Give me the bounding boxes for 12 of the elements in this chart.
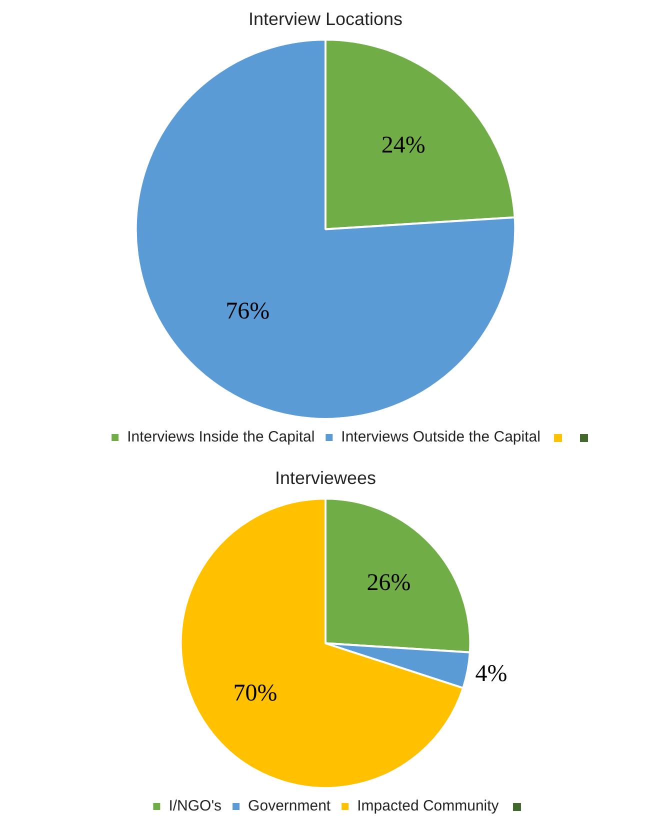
chart-title: Interviewees <box>274 468 376 488</box>
data-label: 76% <box>226 298 270 325</box>
chart-title: Interview Locations <box>248 8 403 29</box>
data-label: 70% <box>233 680 278 707</box>
legend-label: Government <box>248 798 332 815</box>
legend-label: Interviews Inside the Capital <box>127 428 315 446</box>
data-label: 4% <box>475 661 508 688</box>
data-label: 26% <box>366 570 411 596</box>
data-label: 24% <box>381 132 426 159</box>
legend-label: Impacted Community <box>357 798 500 815</box>
legend-label: I/NGO's <box>168 798 222 815</box>
legend-label: Interviews Outside the Capital <box>341 428 540 446</box>
